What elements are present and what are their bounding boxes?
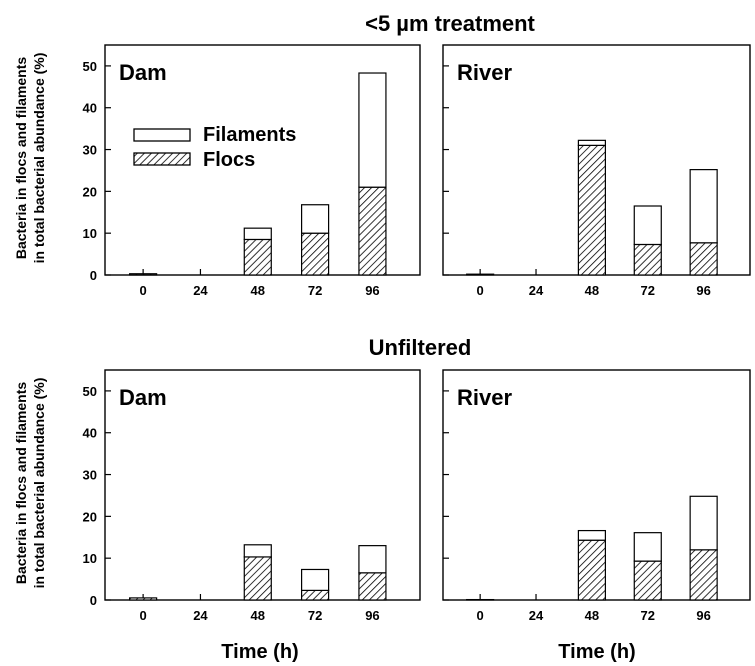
bar-flocs-72 <box>633 560 662 601</box>
bar-flocs-48 <box>577 539 606 601</box>
x-tick-label: 48 <box>585 283 599 298</box>
bar-filaments-96 <box>689 495 718 551</box>
y-tick-label: 10 <box>83 551 97 566</box>
x-tick-label: 24 <box>193 283 208 298</box>
x-tick-label: 48 <box>585 608 599 623</box>
bar-filaments-96 <box>358 72 387 188</box>
chart-panel-bottom-river: 0 24 48 72 96 River <box>442 369 751 623</box>
y-tick-label: 40 <box>83 101 97 116</box>
y-tick-label: 50 <box>83 59 97 74</box>
panel-title-bottom-dam: Dam <box>119 385 167 410</box>
legend-swatch-filaments <box>133 128 191 142</box>
y-tick-label: 10 <box>83 226 97 241</box>
y-axis-label-top: Bacteria in flocs and filaments in total… <box>13 53 47 264</box>
bar-flocs-96 <box>358 572 387 601</box>
x-tick-label: 48 <box>251 283 265 298</box>
bar-filaments-96 <box>689 169 718 244</box>
bar-flocs-0 <box>129 273 158 276</box>
bar-flocs-72 <box>301 589 330 601</box>
bar-filaments-72 <box>633 532 662 562</box>
bar-flocs-48 <box>577 144 606 276</box>
bar-filaments-72 <box>301 568 330 591</box>
bar-filaments-48 <box>243 544 272 558</box>
y-tick-label: 20 <box>83 509 97 524</box>
section-title-bottom: Unfiltered <box>369 335 472 360</box>
panel-title-top-river: River <box>457 60 512 85</box>
x-axis-label-right: Time (h) <box>558 641 635 663</box>
y-axis-label-bottom-line1: Bacteria in flocs and filaments <box>13 382 29 584</box>
x-tick-label: 96 <box>365 608 379 623</box>
legend-swatch-flocs <box>133 152 191 166</box>
legend-label-filaments: Filaments <box>203 124 296 146</box>
y-axis-label-top-line1: Bacteria in flocs and filaments <box>13 57 29 259</box>
x-tick-label: 0 <box>477 283 484 298</box>
bar-filaments-48 <box>577 529 606 541</box>
bar-flocs-72 <box>633 243 662 276</box>
x-tick-label: 72 <box>308 608 322 623</box>
y-axis-label-bottom: Bacteria in flocs and filaments in total… <box>13 378 47 589</box>
x-tick-label: 24 <box>193 608 208 623</box>
bar-flocs-0 <box>129 597 158 601</box>
x-tick-label: 72 <box>641 608 655 623</box>
x-tick-label: 48 <box>251 608 265 623</box>
y-tick-label: 0 <box>90 268 97 283</box>
chart-panel-top-dam: 0 10 20 30 40 50 0 24 48 72 96 Dam <box>83 44 421 298</box>
x-tick-label: 96 <box>365 283 379 298</box>
x-tick-label: 24 <box>529 283 544 298</box>
bar-filaments-48 <box>577 139 606 146</box>
bar-flocs-0 <box>466 273 495 276</box>
bar-filaments-72 <box>301 204 330 234</box>
y-tick-label: 50 <box>83 384 97 399</box>
y-tick-label: 0 <box>90 593 97 608</box>
x-tick-label: 72 <box>641 283 655 298</box>
bar-filaments-48 <box>243 227 272 241</box>
legend: Filaments Flocs <box>133 124 296 171</box>
x-tick-label: 0 <box>477 608 484 623</box>
panel-title-bottom-river: River <box>457 385 512 410</box>
legend-label-flocs: Flocs <box>203 149 255 171</box>
bar-filaments-72 <box>633 205 662 246</box>
y-tick-label: 30 <box>83 468 97 483</box>
y-axis-label-top-line2: in total bacterial abundance (%) <box>31 53 47 264</box>
bar-flocs-48 <box>243 556 272 601</box>
x-tick-label: 24 <box>529 608 544 623</box>
x-tick-label: 72 <box>308 283 322 298</box>
chart-panel-top-river: 0 24 48 72 96 River <box>442 44 751 298</box>
x-tick-label: 0 <box>139 283 146 298</box>
section-title-top: <5 µm treatment <box>365 11 535 36</box>
chart-panel-bottom-dam: 0 10 20 30 40 50 0 24 48 72 96 Dam <box>83 369 421 623</box>
y-tick-label: 40 <box>83 426 97 441</box>
x-axis-label-left: Time (h) <box>221 641 298 663</box>
y-axis-label-bottom-line2: in total bacterial abundance (%) <box>31 378 47 589</box>
x-tick-label: 96 <box>696 283 710 298</box>
y-tick-label: 30 <box>83 143 97 158</box>
bar-flocs-96 <box>689 549 718 601</box>
panel-title-top-dam: Dam <box>119 60 167 85</box>
x-tick-label: 96 <box>696 608 710 623</box>
x-tick-label: 0 <box>139 608 146 623</box>
bar-flocs-96 <box>689 242 718 276</box>
bar-flocs-72 <box>301 232 330 276</box>
bar-flocs-96 <box>358 186 387 276</box>
bar-filaments-96 <box>358 545 387 574</box>
bar-flocs-48 <box>243 238 272 276</box>
y-tick-label: 20 <box>83 184 97 199</box>
